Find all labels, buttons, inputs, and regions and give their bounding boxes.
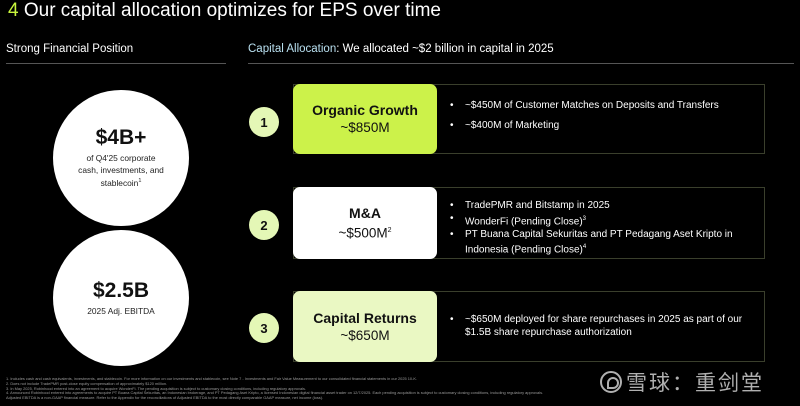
slide-number: 4 [8, 0, 19, 21]
capital-returns-title: Capital Returns [313, 309, 417, 326]
ebitda-stat-value: $2.5B [92, 278, 150, 302]
step-number-1: 1 [249, 107, 279, 137]
cash-stat-line-1: of Q4'25 corporate [86, 153, 156, 164]
footnote: 3. In May 2025, Robinhood entered into a… [6, 385, 307, 391]
organic-growth-bullets: ~$450M of Customer Matches on Deposits a… [448, 100, 764, 139]
cash-stat-line-3: stablecoin [100, 178, 139, 189]
m-and-a-bullets: TradePMR and Bitstamp in 2025 WonderFi (… [448, 200, 764, 257]
bullet-footnote-ref: 4 [582, 244, 587, 251]
bullet-item: WonderFi (Pending Close)3 [448, 213, 764, 229]
capital-allocation-key: Capital Allocation [248, 43, 337, 55]
bullet-text: WonderFi (Pending Close) [465, 215, 583, 227]
m-and-a-footnote-ref: 2 [387, 226, 392, 234]
slide-title: 4 Our capital allocation optimizes for E… [8, 0, 441, 22]
capital-allocation-summary: : We allocated ~$2 billion in capital in… [336, 43, 554, 55]
slide-title-text: Our capital allocation optimizes for EPS… [23, 0, 441, 21]
footnote: 1. Includes cash and cash equivalents, i… [6, 377, 418, 381]
m-and-a-box: M&A ~$500M2 [293, 187, 437, 259]
capital-returns-bullets: ~$650M deployed for share repurchases in… [448, 314, 764, 339]
organic-growth-title: Organic Growth [312, 102, 418, 118]
cash-stat-label: of Q4'25 corporate cash, investments, an… [78, 153, 164, 189]
footnote: 4. Announced Robinhood entered into agre… [6, 390, 544, 396]
step-number-3: 3 [249, 313, 279, 343]
bullet-item: TradePMR and Bitstamp in 2025 [448, 200, 764, 213]
organic-growth-amount: ~$850M [340, 120, 390, 135]
bullet-item: ~$400M of Marketing [448, 120, 764, 133]
watermark: 雪球：重剑堂 [600, 367, 764, 397]
m-and-a-title: M&A [349, 204, 381, 221]
left-divider [6, 63, 226, 64]
ebitda-stat-circle: $2.5B 2025 Adj. EBITDA [53, 230, 189, 366]
m-and-a-amount-line: ~$500M2 [338, 222, 391, 243]
bullet-text: TradePMR and Bitstamp in 2025 [465, 200, 610, 211]
cash-stat-circle: $4B+ of Q4'25 corporate cash, investment… [53, 90, 189, 226]
watermark-text: 雪球：重剑堂 [626, 372, 764, 395]
organic-growth-box: Organic Growth ~$850M [293, 84, 437, 154]
capital-allocation-heading: Capital Allocation: We allocated ~$2 bil… [248, 43, 554, 55]
m-and-a-amount: ~$500M [338, 225, 388, 241]
step-number-2: 2 [249, 210, 279, 240]
footnote: Adjusted EBITDA is a non-GAAP financial … [6, 395, 324, 401]
cash-stat-value: $4B+ [95, 126, 147, 150]
bullet-text: PT Buana Capital Sekuritas and PT Pedaga… [465, 228, 733, 256]
capital-returns-box: Capital Returns ~$650M [293, 291, 437, 362]
footnote: 2. Does not include TradePMR post-close … [6, 380, 168, 386]
snowball-logo-icon [600, 371, 622, 393]
cash-stat-footnote-ref: 1 [138, 178, 142, 185]
ebitda-stat-label: 2025 Adj. EBITDA [87, 305, 155, 316]
financial-position-heading: Strong Financial Position [6, 43, 134, 55]
bullet-item: PT Buana Capital Sekuritas and PT Pedaga… [448, 229, 764, 258]
bullet-item: ~$650M deployed for share repurchases in… [448, 314, 764, 339]
bullet-footnote-ref: 3 [582, 215, 586, 222]
cash-stat-line-2: cash, investments, and [78, 164, 164, 175]
footnotes: 1. Includes cash and cash equivalents, i… [6, 377, 796, 401]
right-divider [248, 63, 794, 64]
bullet-item: ~$450M of Customer Matches on Deposits a… [448, 100, 764, 113]
capital-returns-amount: ~$650M [340, 327, 390, 343]
